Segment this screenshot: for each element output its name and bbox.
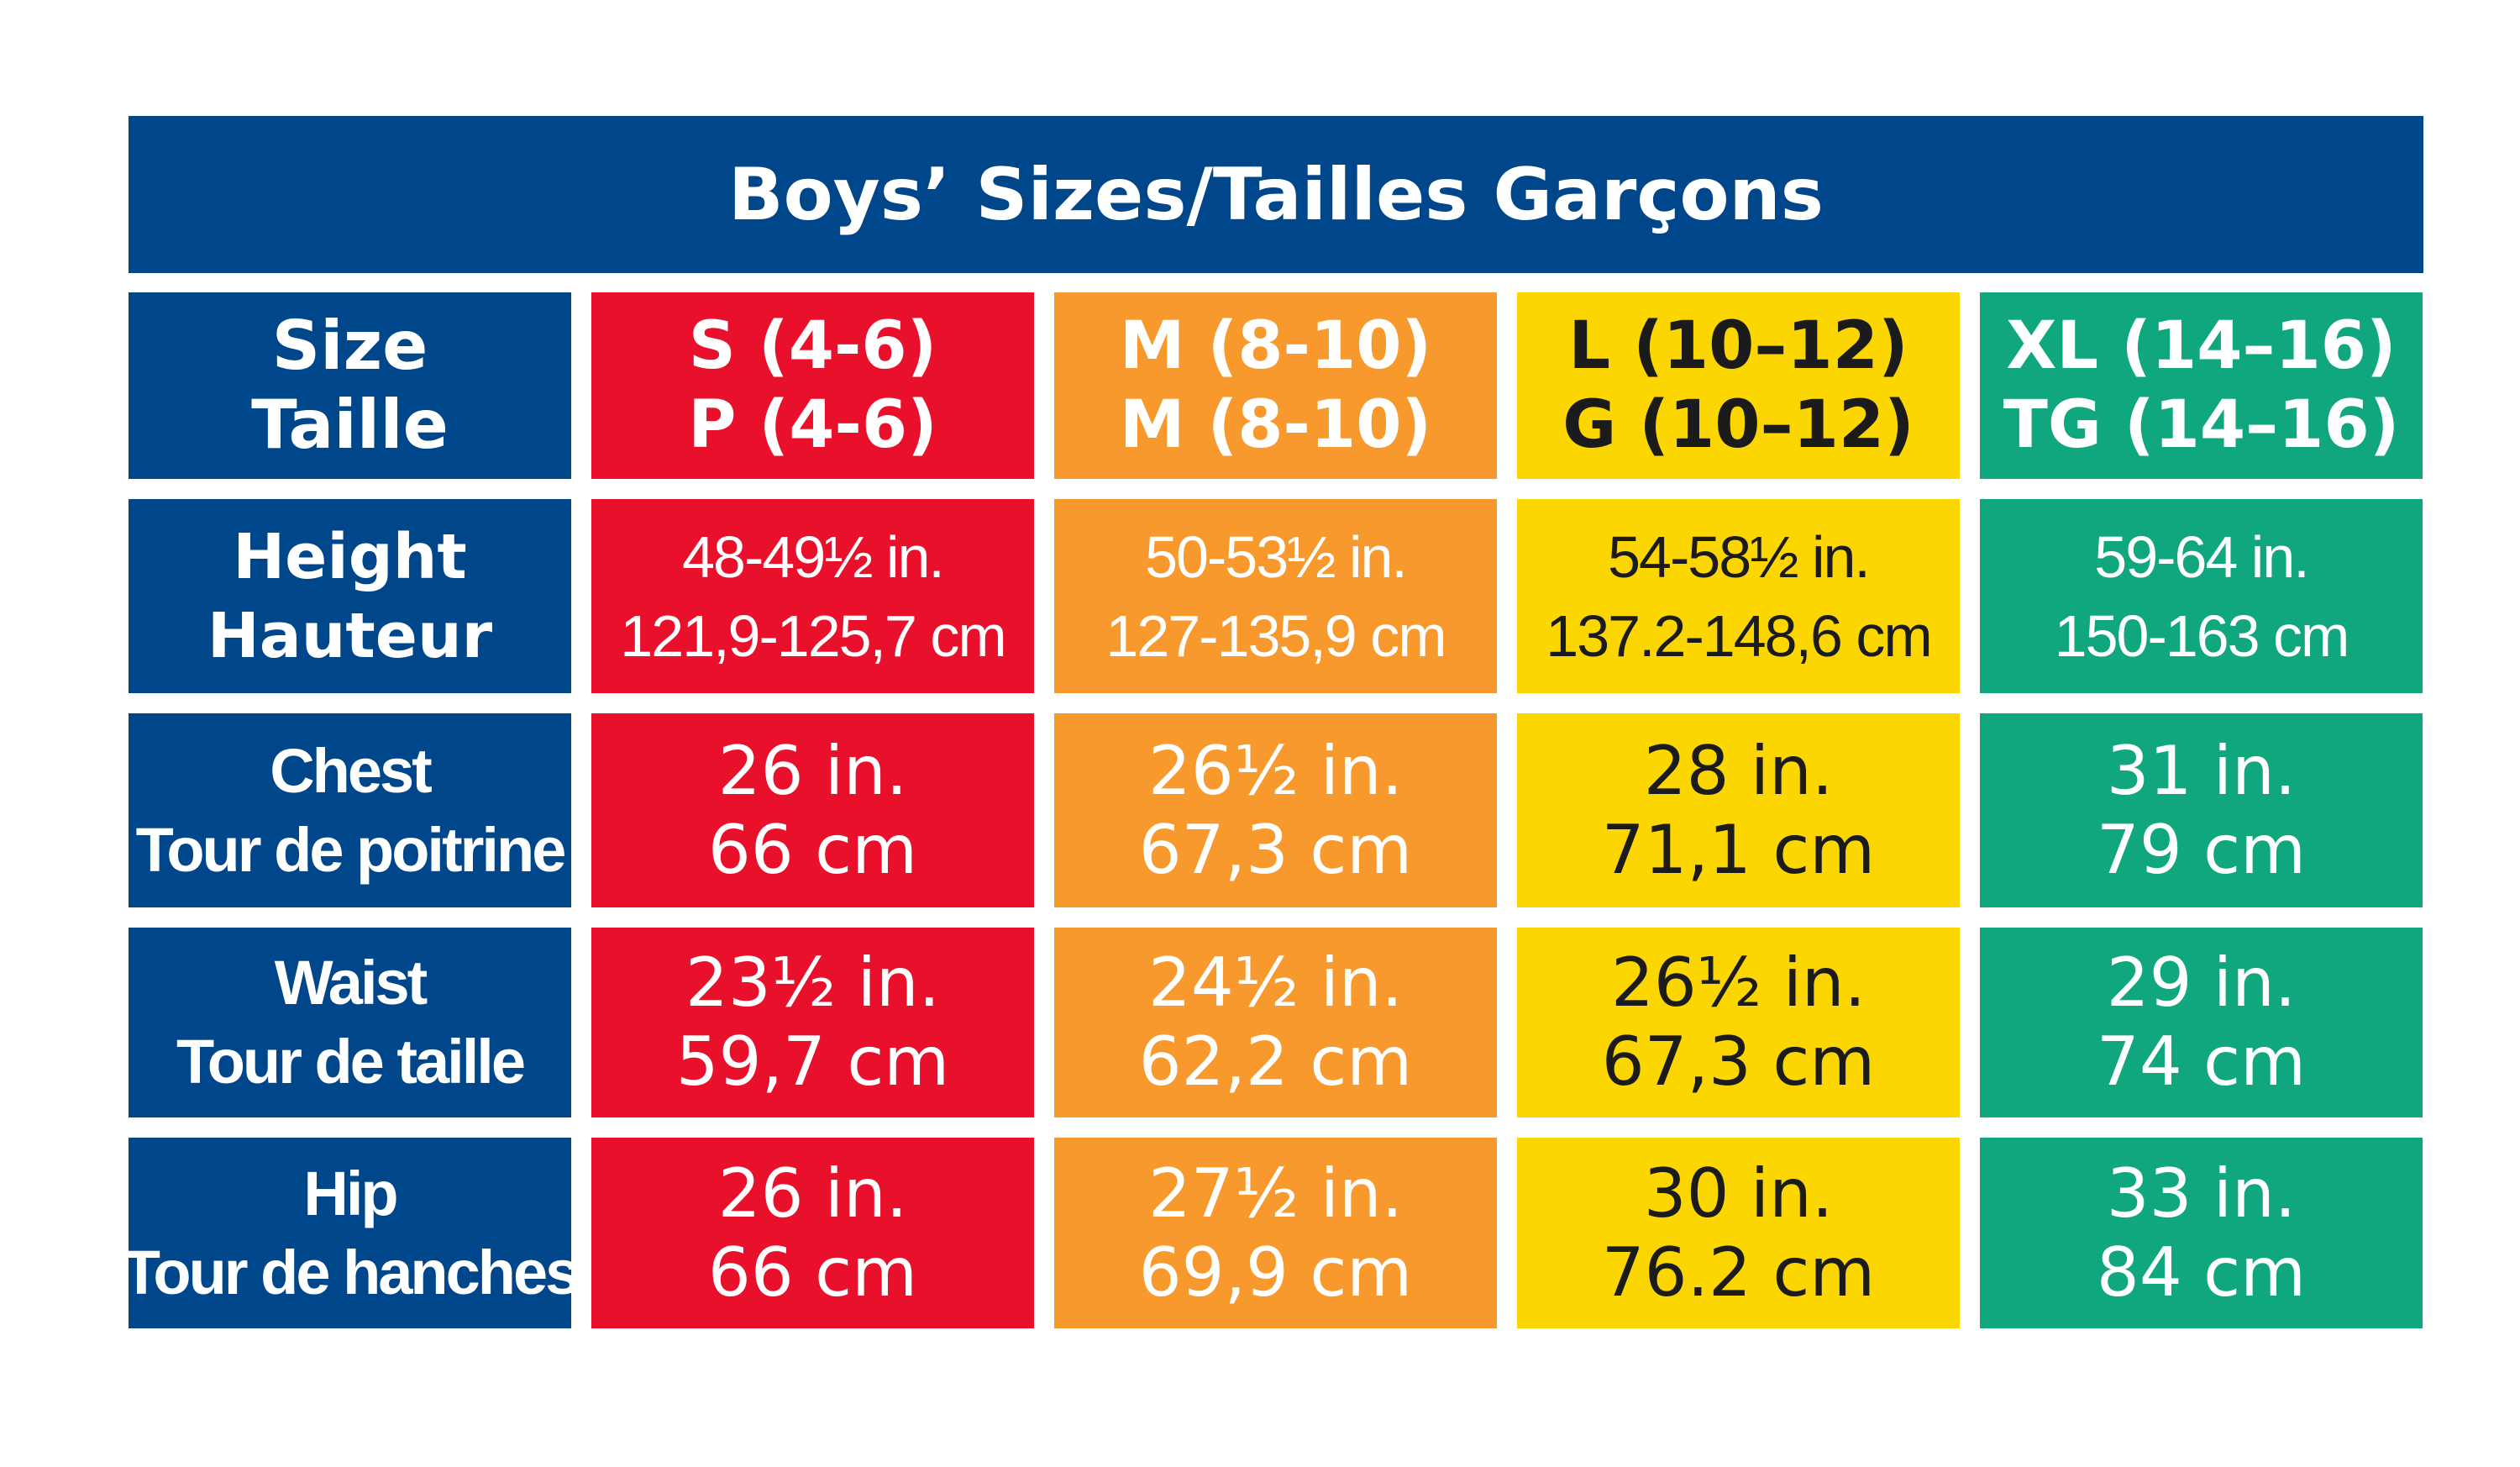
- row-label-chest: Chest Tour de poitrine: [129, 713, 571, 907]
- value-inches: 59-64 in.: [2094, 523, 2309, 590]
- value-inches: 26½ in.: [1610, 944, 1866, 1022]
- size-header-l: L (10–12) G (10–12): [1517, 292, 1960, 479]
- height-value-xl: 59-64 in. 150-163 cm: [1980, 499, 2423, 693]
- hip-value-l: 30 in. 76.2 cm: [1517, 1138, 1960, 1328]
- row-label-en: Hip: [303, 1158, 398, 1228]
- value-cm: 71,1 cm: [1601, 810, 1876, 889]
- size-header-fr: TG (14–16): [2003, 387, 2400, 463]
- size-header-fr: P (4-6): [688, 387, 937, 463]
- size-label-en: Size: [271, 307, 428, 385]
- row-label-fr: Hauteur: [207, 599, 493, 672]
- value-inches: 27½ in.: [1147, 1154, 1404, 1233]
- size-header-en: L (10–12): [1568, 308, 1908, 384]
- value-cm: 62,2 cm: [1138, 1023, 1413, 1101]
- value-inches: 50-53½ in.: [1145, 523, 1408, 590]
- value-cm: 69,9 cm: [1138, 1233, 1413, 1312]
- row-label-fr: Tour de taille: [176, 1027, 526, 1096]
- height-value-m: 50-53½ in. 127-135,9 cm: [1054, 499, 1497, 693]
- waist-value-l: 26½ in. 67,3 cm: [1517, 928, 1960, 1117]
- value-cm: 76.2 cm: [1601, 1233, 1876, 1312]
- size-label-cell: Size Taille: [129, 292, 571, 479]
- value-cm: 127-135,9 cm: [1105, 602, 1446, 669]
- chest-value-l: 28 in. 71,1 cm: [1517, 713, 1960, 907]
- waist-value-xl: 29 in. 74 cm: [1980, 928, 2423, 1117]
- waist-value-m: 24½ in. 62,2 cm: [1054, 928, 1497, 1117]
- hip-value-xl: 33 in. 84 cm: [1980, 1138, 2423, 1328]
- value-cm: 79 cm: [2096, 810, 2307, 889]
- size-header-en: M (8-10): [1119, 308, 1432, 384]
- value-inches: 23½ in.: [685, 944, 941, 1022]
- value-cm: 121,9-125,7 cm: [620, 602, 1006, 669]
- hip-value-s: 26 in. 66 cm: [591, 1138, 1034, 1328]
- chest-value-s: 26 in. 66 cm: [591, 713, 1034, 907]
- hip-value-m: 27½ in. 69,9 cm: [1054, 1138, 1497, 1328]
- value-inches: 48-49½ in.: [682, 523, 945, 590]
- value-inches: 33 in.: [2106, 1154, 2297, 1233]
- size-header-s: S (4-6) P (4-6): [591, 292, 1034, 479]
- value-inches: 28 in.: [1643, 731, 1834, 810]
- value-cm: 66 cm: [707, 810, 918, 889]
- value-inches: 26½ in.: [1147, 731, 1404, 810]
- chest-value-xl: 31 in. 79 cm: [1980, 713, 2423, 907]
- row-label-fr: Tour de poitrine: [135, 814, 567, 885]
- size-header-xl: XL (14–16) TG (14–16): [1980, 292, 2423, 479]
- size-label-fr: Taille: [251, 386, 449, 464]
- value-inches: 29 in.: [2106, 944, 2297, 1022]
- value-cm: 66 cm: [707, 1233, 918, 1312]
- value-cm: 150-163 cm: [2054, 602, 2350, 669]
- row-label-waist: Waist Tour de taille: [129, 928, 571, 1117]
- value-cm: 59,7 cm: [675, 1023, 950, 1101]
- value-cm: 67,3 cm: [1601, 1023, 1876, 1101]
- value-cm: 67,3 cm: [1138, 810, 1413, 889]
- size-header-m: M (8-10) M (8-10): [1054, 292, 1497, 479]
- value-inches: 31 in.: [2106, 731, 2297, 810]
- size-header-fr: M (8-10): [1119, 387, 1432, 463]
- value-cm: 74 cm: [2096, 1023, 2307, 1101]
- row-label-en: Chest: [270, 735, 433, 806]
- size-header-en: S (4-6): [688, 308, 937, 384]
- value-inches: 30 in.: [1643, 1154, 1834, 1233]
- row-label-height: Height Hauteur: [129, 499, 571, 693]
- size-chart: Boys’ Sizes/Tailles Garçons Size Taille …: [129, 116, 2423, 1328]
- row-label-fr: Tour de hanches: [129, 1237, 571, 1307]
- value-inches: 26 in.: [717, 731, 908, 810]
- height-value-l: 54-58½ in. 137.2-148,6 cm: [1517, 499, 1960, 693]
- size-header-en: XL (14–16): [2006, 308, 2397, 384]
- row-label-hip: Hip Tour de hanches: [129, 1138, 571, 1328]
- chart-title: Boys’ Sizes/Tailles Garçons: [129, 116, 2423, 273]
- value-inches: 24½ in.: [1147, 944, 1404, 1022]
- value-cm: 137.2-148,6 cm: [1546, 602, 1932, 669]
- size-header-fr: G (10–12): [1562, 387, 1914, 463]
- waist-value-s: 23½ in. 59,7 cm: [591, 928, 1034, 1117]
- chest-value-m: 26½ in. 67,3 cm: [1054, 713, 1497, 907]
- row-label-en: Waist: [274, 948, 428, 1017]
- value-inches: 26 in.: [717, 1154, 908, 1233]
- size-table: Size Taille S (4-6) P (4-6) M (8-10) M (…: [129, 292, 2423, 1328]
- value-cm: 84 cm: [2096, 1233, 2307, 1312]
- height-value-s: 48-49½ in. 121,9-125,7 cm: [591, 499, 1034, 693]
- value-inches: 54-58½ in.: [1608, 523, 1871, 590]
- row-label-en: Height: [233, 520, 467, 593]
